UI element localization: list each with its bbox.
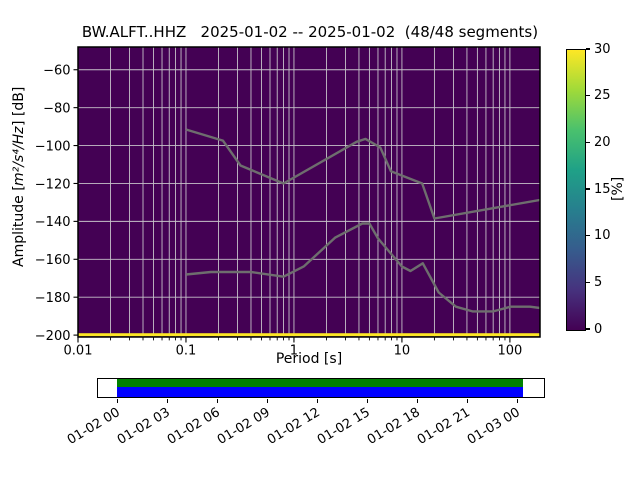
x-tick-label: 0.01	[64, 344, 93, 359]
y-tick-label: −200	[35, 329, 71, 344]
x-tick-label: 10	[394, 344, 411, 359]
x-tick-label: 100	[497, 344, 522, 359]
colorbar-label: [%]	[610, 176, 626, 202]
y-tick-label: −100	[35, 139, 71, 154]
colorbar-tick-label: 30	[594, 41, 611, 57]
x-ticks	[77, 337, 511, 343]
colorbar-tick-label: 25	[594, 88, 611, 104]
noise-model-low-curve	[185, 222, 540, 313]
x-axis-label: Period [s]	[275, 351, 343, 367]
timeline-tick	[216, 399, 218, 403]
colorbar-tick-label: 15	[594, 181, 611, 197]
colorbar-tick	[586, 141, 590, 143]
y-tick-label: −180	[35, 291, 71, 306]
colorbar-tick-label: 0	[594, 321, 603, 337]
y-tick-label: −60	[43, 64, 70, 79]
colorbar-tick-label: 5	[594, 274, 603, 290]
timeline-tick	[366, 399, 368, 403]
colorbar-tick	[586, 328, 590, 330]
timeline-tick	[266, 399, 268, 403]
colorbar-tick	[586, 95, 590, 97]
grid-lines	[78, 47, 540, 337]
colorbar-tick	[586, 281, 590, 283]
timeline-tick	[316, 399, 318, 403]
timeline-tick	[466, 399, 468, 403]
plot-background	[78, 47, 540, 337]
timeline-coverage-bar	[97, 378, 545, 398]
colorbar-tick	[586, 188, 590, 190]
colorbar-tick	[586, 48, 590, 50]
y-tick-label: −80	[43, 101, 70, 116]
timeline-tick	[516, 399, 518, 403]
ppsd-histogram-band	[78, 333, 540, 337]
x-tick-label: 0.1	[176, 344, 197, 359]
plot-border	[77, 46, 541, 338]
timeline-coverage-fill-top	[117, 379, 523, 387]
y-tick-label: −120	[35, 177, 71, 192]
noise-model-high-curve	[185, 128, 540, 220]
colorbar-tick	[586, 235, 590, 237]
y-tick-label: −140	[35, 215, 71, 230]
timeline-tick	[416, 399, 418, 403]
y-ticks	[73, 69, 78, 336]
timeline-coverage-fill-bottom	[117, 386, 523, 397]
colorbar-tick-label: 20	[594, 134, 611, 150]
timeline-tick	[116, 399, 118, 403]
colorbar-tick-label: 10	[594, 228, 611, 244]
timeline-tick	[166, 399, 168, 403]
x-tick-label: 1	[290, 344, 298, 359]
y-tick-label: −160	[35, 253, 71, 268]
colorbar	[566, 49, 586, 331]
plot-title: BW.ALFT..HHZ 2025-01-02 -- 2025-01-02 (4…	[81, 23, 539, 41]
